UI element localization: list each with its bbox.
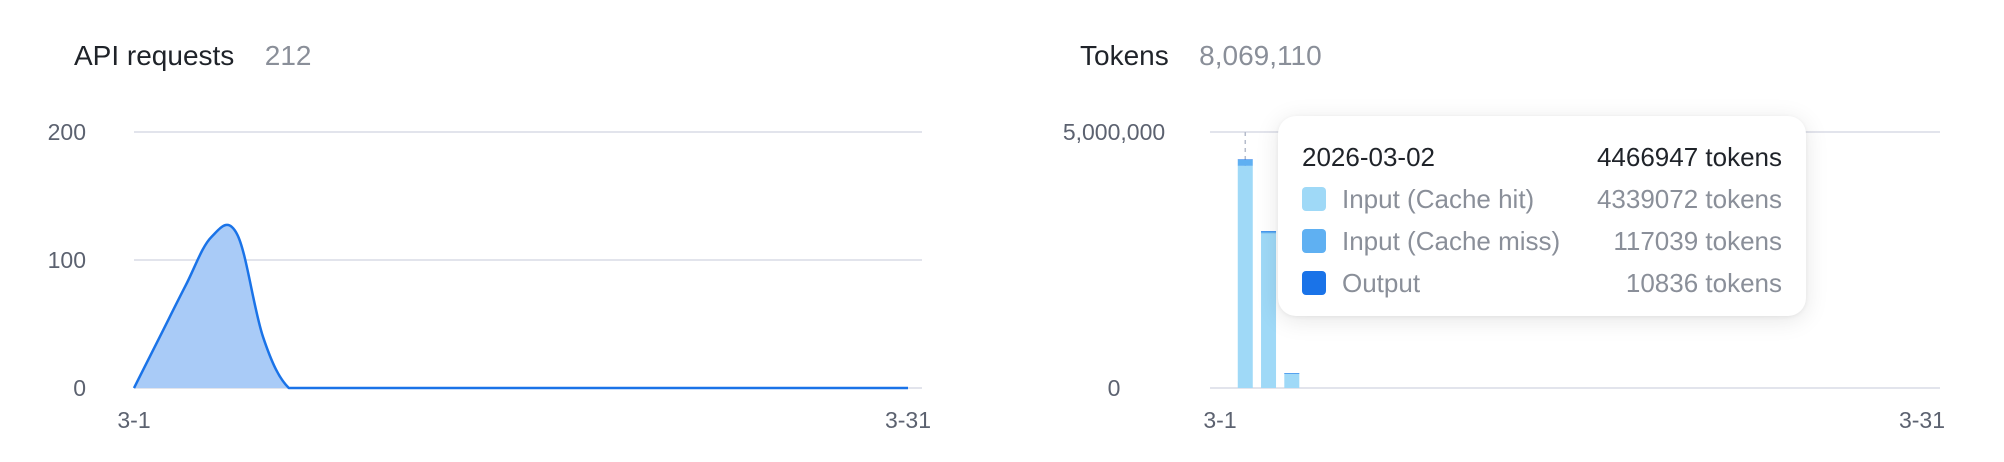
tokens-total: 8,069,110 — [1199, 40, 1322, 71]
y-tick-label: 100 — [48, 247, 86, 273]
tokens-panel: Tokens 8,069,110 0 5,000,000 3-1 3-31 — [1002, 0, 2004, 462]
tooltip-date: 2026-03-02 — [1302, 141, 1435, 172]
y-tick-label: 0 — [73, 375, 86, 401]
bar-input-cache-miss — [1261, 231, 1277, 234]
api-requests-chart[interactable]: 0 100 200 3-1 3-31 — [0, 0, 1002, 462]
tooltip-label: Input (Cache hit) — [1342, 183, 1535, 214]
cache-miss-swatch — [1302, 229, 1326, 253]
cache-hit-swatch — [1302, 187, 1326, 211]
bar-output — [1284, 373, 1300, 374]
x-tick-label: 3-31 — [1899, 407, 1945, 433]
tooltip-row-cache-miss: Input (Cache miss) 117039 tokens — [1302, 220, 1782, 262]
tooltip-value: 10836 tokens — [1625, 267, 1782, 298]
tooltip-label: Input (Cache miss) — [1342, 225, 1561, 256]
bar-input-cache-hit — [1261, 233, 1277, 388]
bar-input-cache-hit — [1284, 373, 1300, 388]
tokens-chart[interactable]: 0 5,000,000 3-1 3-31 — [1002, 0, 2004, 462]
y-tick-label: 5,000,000 — [1063, 119, 1165, 145]
tooltip-value: 4339072 tokens — [1596, 183, 1782, 214]
tooltip-total: 4466947 tokens — [1596, 141, 1782, 172]
tooltip-header: 2026-03-02 4466947 tokens — [1302, 136, 1782, 178]
requests-series-line — [132, 223, 908, 390]
tokens-header: Tokens 8,069,110 — [1080, 40, 1322, 72]
api-requests-total: 212 — [264, 40, 312, 71]
tokens-title: Tokens — [1080, 40, 1169, 71]
x-tick-label: 3-1 — [117, 407, 150, 433]
tooltip-label: Output — [1342, 267, 1421, 298]
tooltip-row-cache-hit: Input (Cache hit) 4339072 tokens — [1302, 178, 1782, 220]
bar-input-cache-hit — [1237, 165, 1253, 388]
tokens-tooltip: 2026-03-02 4466947 tokens Input (Cache h… — [1278, 116, 1806, 316]
x-tick-label: 3-1 — [1203, 407, 1236, 433]
tooltip-value: 117039 tokens — [1613, 225, 1782, 256]
tooltip-row-output: Output 10836 tokens — [1302, 262, 1782, 304]
api-requests-title: API requests — [74, 40, 235, 71]
y-tick-label: 0 — [1108, 375, 1121, 401]
bar-input-cache-miss — [1237, 159, 1253, 166]
requests-area-fill — [134, 224, 908, 388]
bar-output — [1237, 159, 1253, 160]
api-requests-header: API requests 212 — [74, 40, 311, 72]
api-requests-panel: API requests 212 0 100 200 3-1 3-31 — [0, 0, 1002, 462]
x-tick-label: 3-31 — [885, 407, 931, 433]
y-tick-label: 200 — [48, 119, 86, 145]
bar-output — [1261, 231, 1277, 232]
output-swatch — [1302, 271, 1326, 295]
